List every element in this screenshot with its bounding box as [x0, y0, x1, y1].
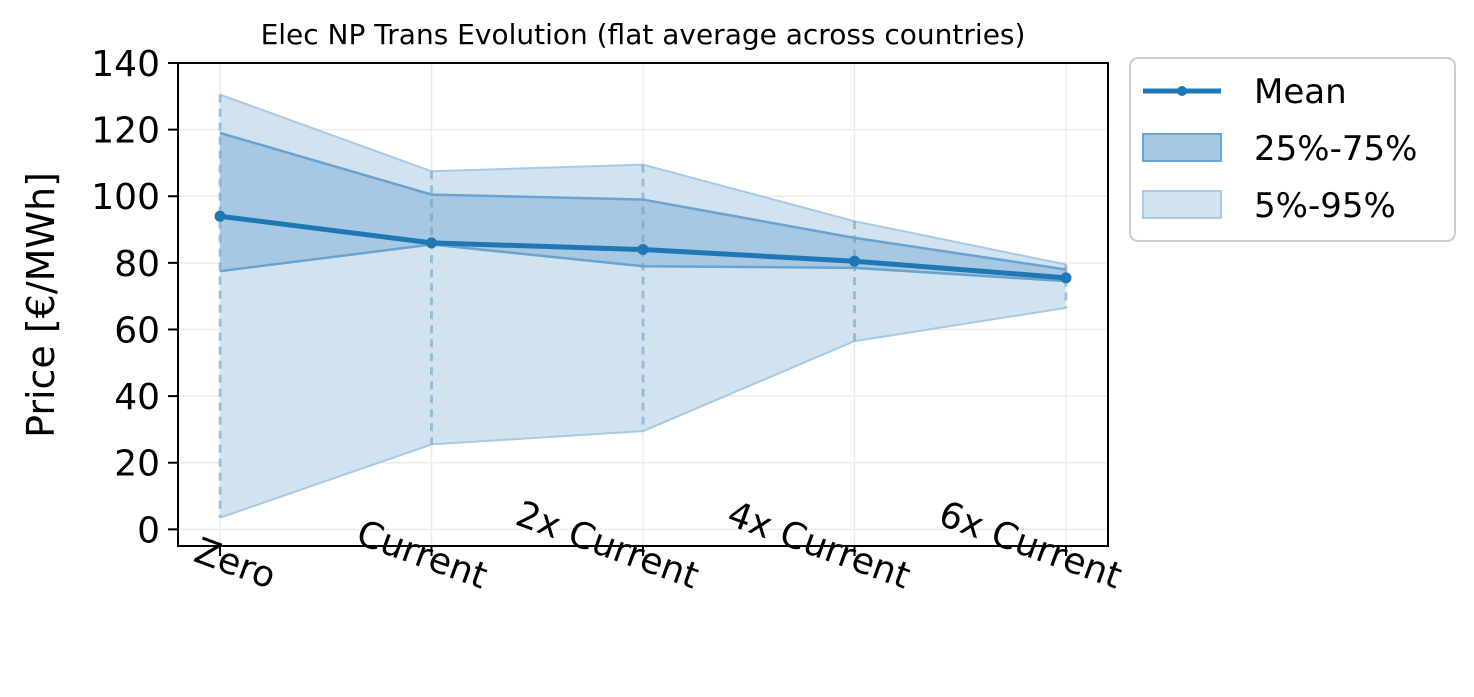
y-tick-label: 0: [137, 510, 160, 551]
range-markers: [218, 94, 1068, 518]
chart-title: Elec NP Trans Evolution (flat average ac…: [261, 18, 1026, 51]
y-axis: 0 20 40 60 80 100 120 140: [91, 44, 178, 551]
y-tick-label: 120: [91, 111, 160, 152]
y-tick-label: 40: [114, 377, 160, 418]
legend-label-mean: Mean: [1254, 72, 1347, 112]
y-axis-label: Price [€/MWh]: [19, 172, 63, 438]
x-tick-label: Zero: [189, 531, 281, 598]
legend-mean-marker: [1177, 86, 1187, 96]
legend-swatch-range: [1142, 190, 1222, 219]
mean-point: [426, 237, 437, 249]
y-tick-label: 140: [91, 44, 160, 85]
mean-point: [1060, 272, 1072, 284]
legend-label-range: 5%-95%: [1254, 186, 1396, 226]
x-tick-label: Current: [351, 513, 492, 598]
legend: Mean 25%-75% 5%-95%: [1129, 57, 1456, 242]
mean-point: [214, 210, 226, 222]
legend-swatch-iqr: [1142, 133, 1222, 162]
y-tick-label: 60: [114, 310, 160, 351]
mean-point: [637, 244, 649, 256]
y-tick-label: 20: [114, 444, 160, 485]
legend-label-iqr: 25%-75%: [1254, 129, 1417, 169]
y-tick-label: 80: [114, 244, 160, 285]
mean-point: [849, 255, 860, 267]
y-tick-label: 100: [91, 177, 160, 218]
series-layer: [214, 210, 1072, 284]
